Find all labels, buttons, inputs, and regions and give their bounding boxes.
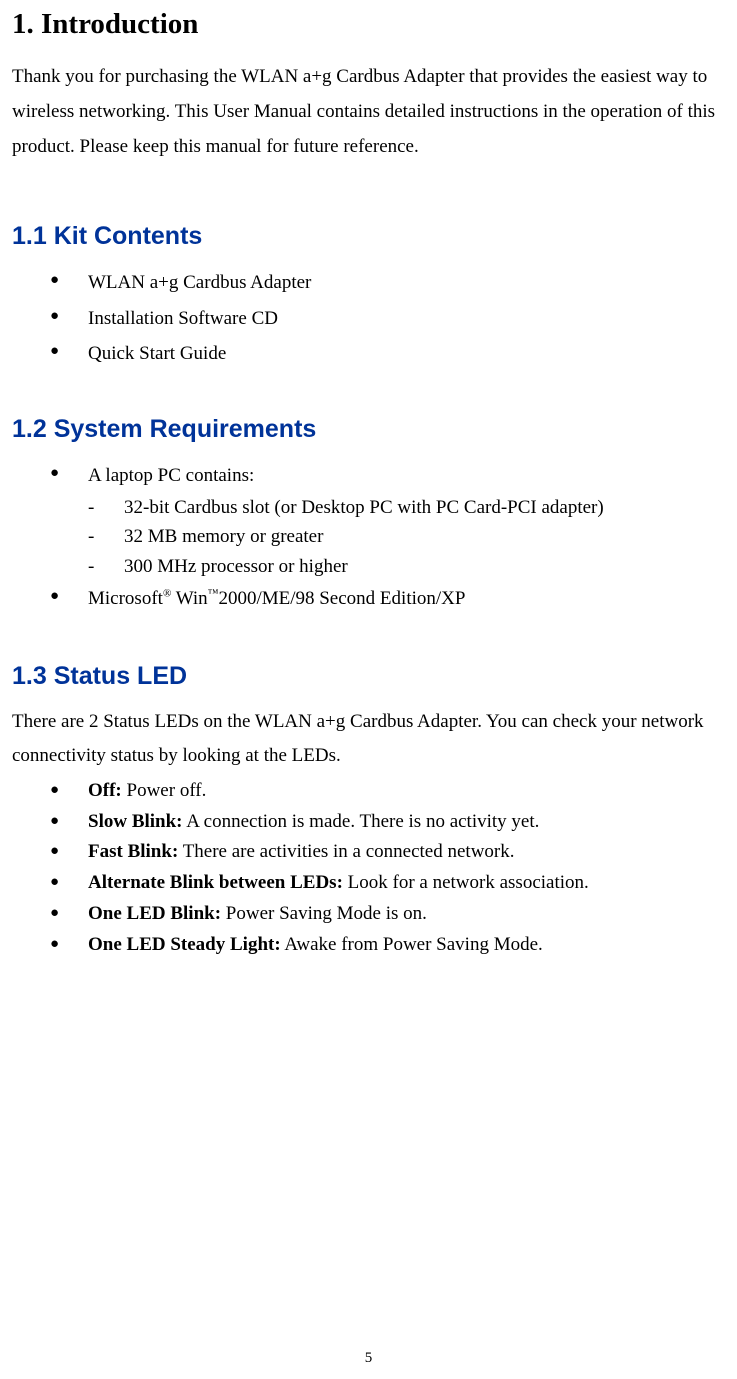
status-desc: Look for a network association. [343, 872, 589, 893]
requirement-sublist: 32-bit Cardbus slot (or Desktop PC with … [88, 493, 725, 581]
list-item: A laptop PC contains: 32-bit Cardbus slo… [12, 458, 725, 581]
trademark-symbol: ™ [208, 588, 219, 600]
sub-item: 32 MB memory or greater [88, 522, 725, 551]
status-label: Fast Blink: [88, 841, 178, 862]
document-title: 1. Introduction [12, 8, 725, 41]
list-item: One LED Steady Light: Awake from Power S… [12, 930, 725, 961]
status-label: Alternate Blink between LEDs: [88, 872, 343, 893]
list-item: WLAN a+g Cardbus Adapter [12, 265, 725, 300]
list-item: Fast Blink: There are activities in a co… [12, 837, 725, 868]
status-label: One LED Blink: [88, 903, 221, 924]
list-item: Microsoft® Win™2000/ME/98 Second Edition… [12, 581, 725, 616]
status-desc: There are activities in a connected netw… [178, 841, 514, 862]
status-desc: Power Saving Mode is on. [221, 903, 427, 924]
heading-status-led: 1.3 Status LED [12, 662, 725, 691]
intro-paragraph: Thank you for purchasing the WLAN a+g Ca… [12, 59, 725, 164]
list-item: Slow Blink: A connection is made. There … [12, 807, 725, 838]
section-status-led: 1.3 Status LED There are 2 Status LEDs o… [12, 662, 725, 960]
list-item: Alternate Blink between LEDs: Look for a… [12, 868, 725, 899]
list-item: Installation Software CD [12, 301, 725, 336]
heading-kit-contents: 1.1 Kit Contents [12, 222, 725, 251]
status-paragraph: There are 2 Status LEDs on the WLAN a+g … [12, 705, 725, 772]
status-label: Slow Blink: [88, 811, 183, 832]
list-item: Off: Power off. [12, 776, 725, 807]
kit-contents-list: WLAN a+g Cardbus Adapter Installation So… [12, 265, 725, 370]
ms-text-pre: Microsoft [88, 588, 163, 609]
status-led-list: Off: Power off. Slow Blink: A connection… [12, 776, 725, 961]
status-label: One LED Steady Light: [88, 934, 281, 955]
ms-text-post: 2000/ME/98 Second Edition/XP [218, 588, 465, 609]
status-label: Off: [88, 780, 122, 801]
section-system-requirements: 1.2 System Requirements A laptop PC cont… [12, 415, 725, 617]
heading-system-requirements: 1.2 System Requirements [12, 415, 725, 444]
sub-item: 32-bit Cardbus slot (or Desktop PC with … [88, 493, 725, 522]
status-desc: Awake from Power Saving Mode. [281, 934, 543, 955]
list-item: Quick Start Guide [12, 336, 725, 371]
status-desc: Power off. [122, 780, 207, 801]
requirement-lead: A laptop PC contains: [88, 465, 254, 486]
sub-item: 300 MHz processor or higher [88, 552, 725, 581]
status-desc: A connection is made. There is no activi… [183, 811, 540, 832]
ms-text-mid: Win [171, 588, 207, 609]
page-number: 5 [0, 1350, 737, 1367]
system-requirements-list: A laptop PC contains: 32-bit Cardbus slo… [12, 458, 725, 617]
section-kit-contents: 1.1 Kit Contents WLAN a+g Cardbus Adapte… [12, 222, 725, 370]
list-item: One LED Blink: Power Saving Mode is on. [12, 899, 725, 930]
